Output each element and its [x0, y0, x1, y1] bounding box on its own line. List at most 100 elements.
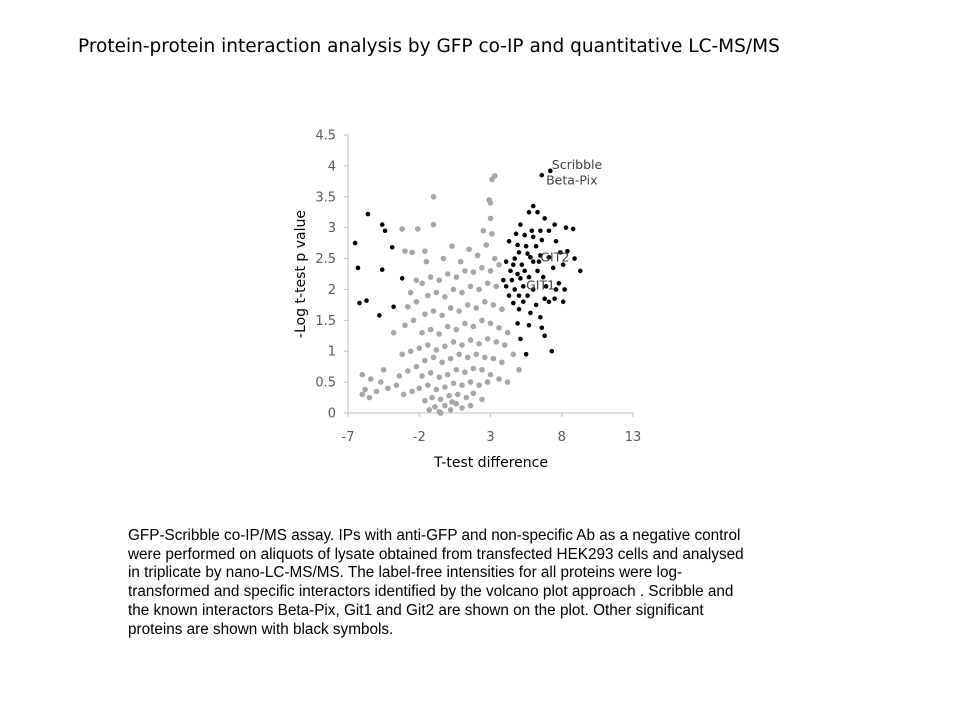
significant-point	[550, 265, 556, 271]
y-tick-label: 0.5	[315, 376, 336, 391]
non-significant-point	[427, 326, 434, 333]
significant-point	[506, 293, 512, 298]
non-significant-point	[409, 388, 415, 395]
non-significant-point	[422, 311, 428, 317]
non-significant-point	[487, 371, 494, 378]
significant-point	[512, 256, 518, 261]
non-significant-point	[487, 268, 494, 274]
x-tick-label: -7	[342, 430, 355, 445]
significant-point	[553, 287, 559, 292]
significant-point	[520, 284, 526, 289]
significant-point	[515, 242, 520, 248]
non-significant-point	[377, 379, 384, 385]
significant-point	[538, 253, 543, 258]
x-tick-label: 13	[625, 430, 642, 445]
non-significant-point	[453, 326, 460, 333]
significant-point	[512, 287, 518, 292]
significant-point	[560, 299, 566, 305]
non-significant-point	[449, 399, 455, 405]
significant-point	[538, 314, 543, 320]
significant-point	[546, 255, 552, 260]
significant-point	[364, 298, 369, 303]
significant-point	[525, 293, 530, 298]
non-significant-point	[484, 379, 491, 385]
non-significant-point	[432, 404, 438, 410]
significant-point	[379, 222, 385, 227]
significant-point	[352, 240, 358, 246]
non-significant-point	[437, 410, 444, 416]
non-significant-point	[470, 390, 477, 397]
significant-point	[377, 313, 382, 318]
non-significant-point	[499, 306, 505, 313]
non-significant-point	[449, 243, 455, 249]
non-significant-point	[393, 382, 400, 389]
non-significant-point	[453, 400, 460, 407]
significant-point	[560, 262, 566, 268]
y-tick-label: 1	[328, 345, 336, 360]
caption-line: in triplicate by nano-LC-MS/MS. The labe…	[128, 564, 683, 582]
non-significant-point	[459, 289, 465, 296]
non-significant-point	[467, 283, 474, 290]
non-significant-point	[462, 320, 468, 327]
non-significant-point	[453, 274, 460, 280]
non-significant-point	[440, 255, 447, 262]
non-significant-point	[433, 347, 440, 353]
non-significant-point	[456, 351, 462, 358]
non-significant-point	[447, 355, 454, 362]
x-tick-group: -7 -2 3 8 13	[342, 413, 642, 445]
significant-point	[516, 306, 522, 312]
significant-point	[535, 209, 540, 215]
significant-point	[563, 225, 569, 230]
non-significant-point	[439, 312, 445, 319]
non-significant-point	[473, 305, 480, 311]
significant-point	[552, 222, 557, 227]
non-significant-point	[436, 277, 443, 283]
significant-point	[546, 299, 552, 305]
significant-point	[526, 322, 532, 328]
non-significant-point	[470, 323, 477, 330]
significant-point	[542, 216, 547, 221]
significant-point	[509, 277, 515, 283]
significant-point	[535, 268, 540, 274]
significant-point	[572, 256, 577, 261]
non-significant-point	[446, 392, 452, 399]
non-significant-point	[504, 329, 511, 336]
non-significant-point	[422, 248, 428, 254]
significant-point	[526, 274, 532, 280]
non-significant-point	[402, 322, 408, 329]
significant-point	[515, 321, 520, 326]
caption-line: GFP-Scribble co-IP/MS assay. IPs with an…	[128, 527, 741, 544]
significant-point	[542, 296, 547, 302]
y-axis: 0 0.5 1 1.5 2 2.5 3 3.5 4 4.5	[315, 129, 349, 422]
significant-point	[522, 268, 527, 274]
caption-line: were performed on aliquots of lysate obt…	[128, 545, 744, 563]
non-significant-point	[493, 339, 500, 345]
significant-point	[355, 265, 361, 271]
non-significant-point	[487, 215, 494, 222]
non-significant-point	[456, 308, 462, 314]
non-significant-point	[447, 407, 454, 413]
y-axis-title: -Log t-test p value	[293, 210, 309, 338]
annotation-label: Beta-Pix	[546, 172, 597, 187]
non-significant-point	[425, 292, 431, 299]
non-significant-point	[496, 261, 502, 268]
significant-point	[389, 245, 395, 250]
significant-point	[543, 284, 549, 289]
non-significant-point	[459, 382, 465, 389]
non-significant-point	[470, 365, 477, 372]
non-significant-point	[476, 286, 482, 293]
significant-point	[511, 262, 516, 268]
non-significant-point	[462, 369, 468, 376]
figure-caption: GFP-Scribble co-IP/MS assay. IPs with an…	[128, 527, 888, 639]
non-significant-point	[489, 231, 495, 237]
non-significant-point	[496, 376, 502, 382]
non-significant-point	[496, 324, 502, 331]
non-significant-point	[459, 405, 465, 411]
non-significant-point	[466, 246, 472, 253]
significant-point	[503, 259, 509, 264]
significant-point	[506, 238, 512, 244]
significant-point	[562, 287, 567, 292]
significant-point	[536, 259, 542, 264]
x-axis: -7 -2 3 8 13	[342, 412, 642, 445]
annotation-label: GIT1	[526, 277, 555, 292]
